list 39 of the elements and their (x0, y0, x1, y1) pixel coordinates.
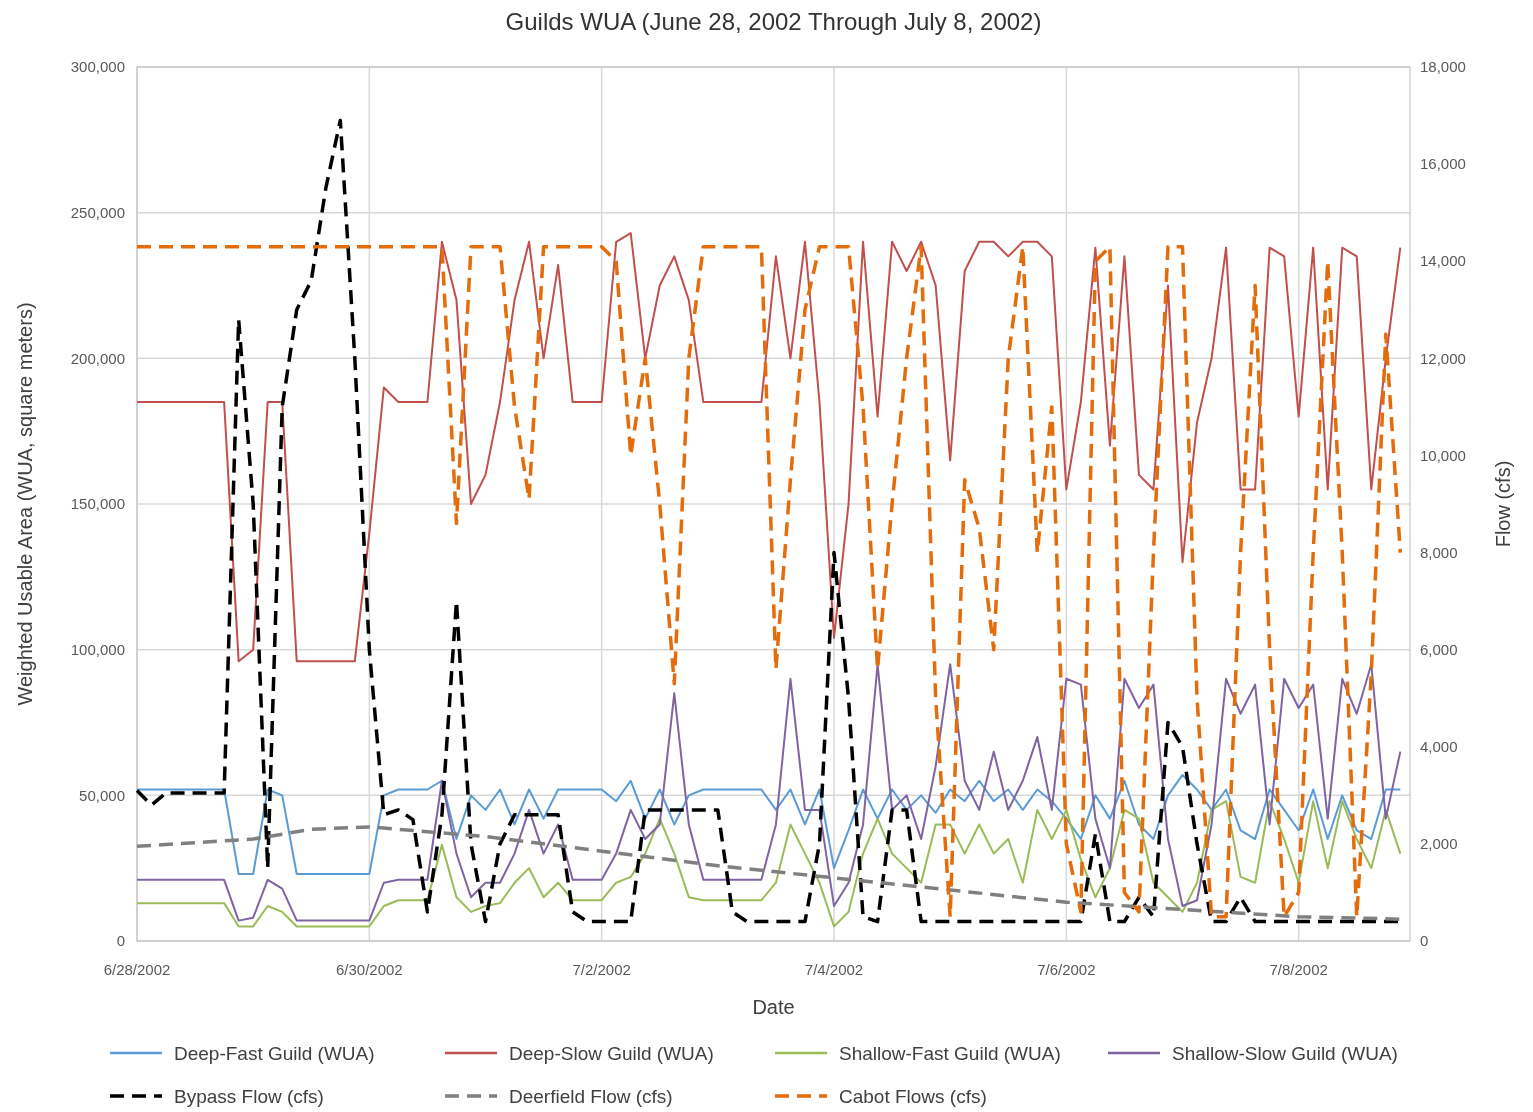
line-series (136, 800, 1402, 928)
y-tick-label: 150,000 (70, 495, 125, 513)
legend-label: Shallow-Slow Guild (WUA) (1172, 1042, 1398, 1064)
y-tick-label: 200,000 (70, 349, 125, 367)
legend-label: Deep-Fast Guild (WUA) (174, 1042, 375, 1064)
y-tick-label: 250,000 (70, 203, 125, 221)
y2-tick-label: 8,000 (1420, 543, 1458, 561)
y-tick-label: 300,000 (70, 58, 125, 76)
line-series (136, 232, 1402, 663)
y2-tick-label: 10,000 (1420, 446, 1466, 464)
legend-label: Bypass Flow (cfs) (174, 1085, 324, 1107)
x-tick-label: 6/30/2002 (335, 961, 403, 978)
y-tick-label: 0 (116, 932, 125, 950)
x-tick-label: 7/2/2002 (572, 961, 631, 978)
x-tick-label: 7/6/2002 (1037, 961, 1096, 978)
y2-tick-label: 16,000 (1420, 155, 1466, 173)
x-tick-label: 6/28/2002 (103, 961, 171, 978)
y2-axis-title: Flow (cfs) (1492, 460, 1514, 548)
legend-label: Cabot Flows (cfs) (839, 1085, 987, 1107)
line-series (136, 663, 1402, 922)
x-tick-label: 7/4/2002 (804, 961, 864, 978)
chart-title: Guilds WUA (June 28, 2002 Through July 8, 2002) (505, 8, 1042, 35)
x-tick-label: 7/8/2002 (1269, 961, 1328, 978)
y2-tick-label: 18,000 (1420, 58, 1466, 76)
y2-tick-label: 4,000 (1420, 738, 1458, 756)
y2-tick-label: 12,000 (1420, 349, 1466, 367)
y-axis-title: Weighted Usable Area (WUA, square meters) (14, 302, 36, 706)
y-tick-label: 100,000 (70, 640, 125, 658)
legend-label: Deerfield Flow (cfs) (509, 1085, 673, 1107)
line-series (135, 244, 1403, 919)
y2-tick-label: 0 (1420, 932, 1429, 950)
y-tick-label: 50,000 (79, 786, 125, 804)
x-axis-title: Date (752, 996, 795, 1018)
y2-tick-label: 14,000 (1420, 252, 1466, 270)
y2-tick-label: 2,000 (1420, 835, 1458, 853)
legend-label: Deep-Slow Guild (WUA) (509, 1042, 714, 1064)
line-series (136, 773, 1402, 875)
legend-label: Shallow-Fast Guild (WUA) (839, 1042, 1061, 1064)
y2-tick-label: 6,000 (1420, 640, 1458, 658)
